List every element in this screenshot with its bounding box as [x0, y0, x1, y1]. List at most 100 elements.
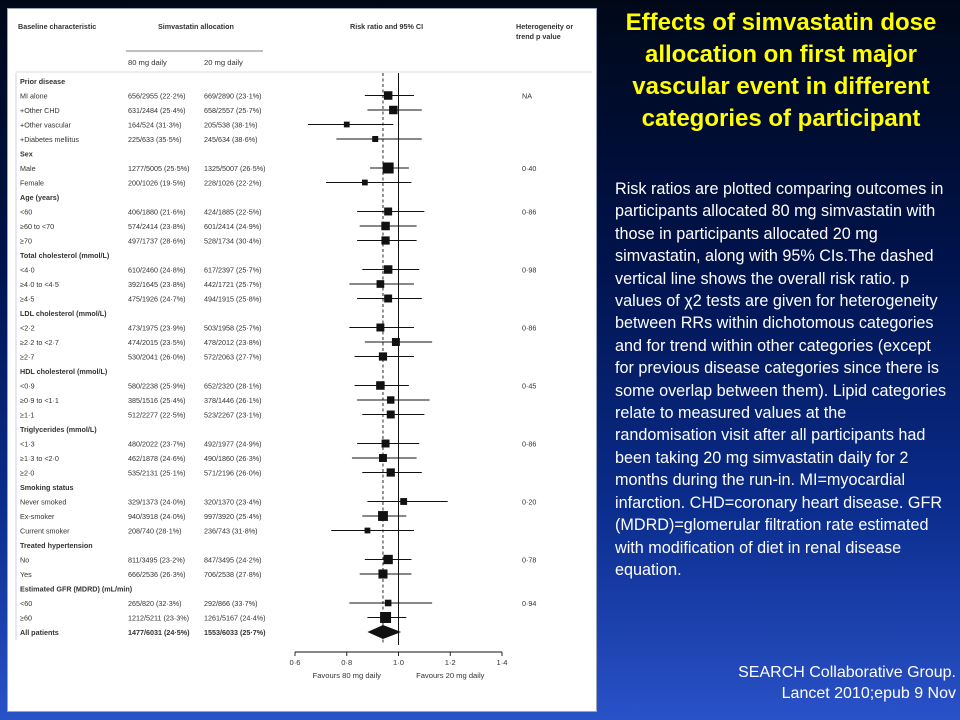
row-p-value: 0·45: [522, 382, 536, 391]
rr-square: [391, 338, 400, 346]
row-p-value: 0·86: [522, 324, 536, 333]
row-label: Female: [20, 179, 44, 188]
row-label: ≥70: [20, 237, 32, 246]
row-count-80mg: 512/2277 (22·5%): [128, 411, 186, 420]
row-label: <60: [20, 208, 32, 217]
row-count-20mg: 652/2320 (28·1%): [204, 382, 262, 391]
row-count-80mg: 497/1737 (28·6%): [128, 237, 186, 246]
row-count-20mg: 1325/5007 (26·5%): [204, 164, 266, 173]
rr-square: [376, 280, 385, 288]
row-count-80mg: 574/2414 (23·8%): [128, 222, 186, 231]
row-p-value: 0·78: [522, 556, 536, 565]
overall-diamond: [367, 625, 402, 639]
row-label: ≥2·2 to <2·7: [20, 338, 59, 347]
row-count-80mg: 530/2041 (26·0%): [128, 353, 186, 362]
rr-square: [378, 511, 388, 521]
row-label: ≥0·9 to <1·1: [20, 396, 59, 405]
rr-square: [386, 468, 395, 477]
rr-square: [343, 121, 350, 128]
rr-square: [387, 396, 395, 404]
row-count-80mg: 480/2022 (23·7%): [128, 440, 186, 449]
rr-square: [372, 135, 379, 143]
rr-square: [384, 599, 392, 607]
row-count-20mg: 442/1721 (25·7%): [204, 280, 262, 289]
row-p-value: 0·20: [522, 498, 536, 507]
header-dose-20: 20 mg daily: [204, 58, 243, 67]
row-count-20mg: 292/866 (33·7%): [204, 599, 258, 608]
row-label: <1·3: [20, 440, 35, 449]
row-count-20mg: 236/743 (31·8%): [204, 527, 258, 536]
rr-square: [384, 294, 393, 303]
row-label: ≥1·1: [20, 411, 34, 420]
citation-line-2: Lancet 2010;epub 9 Nov: [781, 685, 956, 702]
row-count-80mg: 406/1880 (21·6%): [128, 208, 186, 217]
row-count-20mg: 601/2414 (24·9%): [204, 222, 262, 231]
row-count-20mg: 706/2538 (27·8%): [204, 570, 262, 579]
row-label: <2·2: [20, 324, 35, 333]
row-count-20mg: 478/2012 (23·8%): [204, 338, 262, 347]
row-count-20mg: 205/538 (38·1%): [204, 121, 258, 130]
rr-square: [384, 207, 393, 216]
x-tick-label: 0·6: [290, 658, 301, 667]
row-count-80mg: 473/1975 (23·9%): [128, 324, 186, 333]
header-risk-ratio: Risk ratio and 95% CI: [350, 22, 423, 31]
row-count-80mg: 200/1026 (19·5%): [128, 179, 186, 188]
row-count-80mg: 811/3495 (23·2%): [128, 556, 185, 565]
row-p-value: 0·98: [522, 266, 536, 275]
row-count-20mg: 1553/6033 (25·7%): [204, 628, 266, 637]
row-count-20mg: 997/3920 (25·4%): [204, 512, 262, 521]
x-label-favours-20mg: Favours 20 mg daily: [416, 671, 485, 680]
total-label: All patients: [20, 628, 59, 637]
row-label: ≥4·5: [20, 295, 34, 304]
row-label: ≥4·0 to <4·5: [20, 280, 59, 289]
row-label: Yes: [20, 570, 32, 579]
subgroup-header: Smoking status: [20, 483, 74, 492]
row-count-20mg: 523/2267 (23·1%): [204, 411, 262, 420]
row-label: <0·9: [20, 382, 35, 391]
subgroup-header: Triglycerides (mmol/L): [20, 425, 97, 434]
rr-square: [378, 352, 388, 361]
subgroup-header: HDL cholesterol (mmol/L): [20, 367, 108, 376]
x-tick-label: 0·8: [341, 658, 352, 667]
rr-square: [400, 498, 408, 505]
rr-square: [381, 221, 390, 231]
rr-square: [376, 381, 385, 390]
row-count-80mg: 392/1645 (23·8%): [128, 280, 186, 289]
row-count-80mg: 1212/5211 (23·3%): [128, 614, 189, 623]
citation: SEARCH Collaborative Group. Lancet 2010;…: [640, 662, 956, 704]
row-count-20mg: 572/2063 (27·7%): [204, 353, 262, 362]
row-label: +Other vascular: [20, 121, 72, 130]
row-count-20mg: 658/2557 (25·7%): [204, 106, 262, 115]
row-count-80mg: 225/633 (35·5%): [128, 135, 182, 144]
subgroup-header: Sex: [20, 150, 33, 159]
row-count-20mg: 847/3495 (24·2%): [204, 556, 262, 565]
row-count-80mg: 329/1373 (24·0%): [128, 498, 186, 507]
header-dose-80: 80 mg daily: [128, 58, 167, 67]
row-label: ≥60: [20, 614, 32, 623]
subgroup-header: Treated hypertension: [20, 541, 93, 550]
row-label: +Diabetes mellitus: [20, 135, 79, 144]
rr-square: [382, 162, 394, 174]
row-label: Current smoker: [20, 527, 70, 536]
forest-plot: Baseline characteristic Simvastatin alloc…: [15, 22, 592, 680]
rr-square: [364, 527, 371, 534]
subgroup-header: Age (years): [20, 193, 60, 202]
row-p-value: NA: [522, 92, 532, 101]
rr-square: [361, 179, 368, 186]
rr-square: [383, 554, 393, 565]
rr-square: [380, 612, 392, 623]
rr-square: [383, 91, 393, 100]
row-p-value: 0·40: [522, 164, 536, 173]
row-label: MI alone: [20, 92, 48, 101]
rr-square: [376, 323, 385, 332]
rr-square: [389, 105, 398, 115]
rr-square: [379, 454, 387, 462]
row-count-80mg: 631/2484 (25·4%): [128, 106, 186, 115]
forest-plot-panel: Baseline characteristic Simvastatin alloc…: [7, 8, 597, 712]
row-label: ≥1·3 to <2·0: [20, 454, 59, 463]
header-characteristic: Baseline characteristic: [18, 22, 96, 31]
row-p-value: 0·86: [522, 440, 536, 449]
row-count-20mg: 503/1958 (25·7%): [204, 324, 262, 333]
row-label: <4·0: [20, 266, 35, 275]
row-count-20mg: 492/1977 (24·9%): [204, 440, 262, 449]
